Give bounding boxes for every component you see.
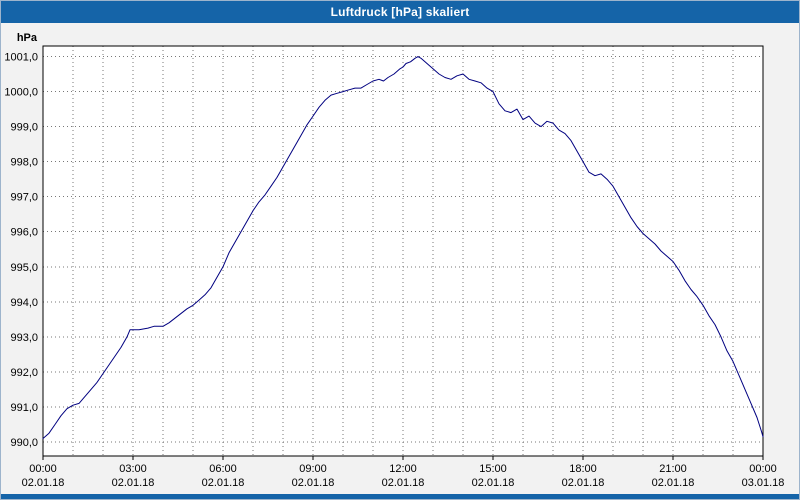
y-tick-label: 992,0: [10, 367, 38, 379]
x-tick-date-label: 02.01.18: [382, 477, 425, 489]
x-tick-time-label: 06:00: [209, 463, 237, 475]
y-tick-label: 994,0: [10, 297, 38, 309]
x-tick-date-label: 02.01.18: [292, 477, 335, 489]
x-tick-time-label: 00:00: [29, 463, 57, 475]
window-title: Luftdruck [hPa] skaliert: [330, 5, 470, 19]
x-tick-time-label: 12:00: [389, 463, 417, 475]
y-tick-label: 1001,0: [4, 52, 38, 64]
window-bottom-border: [1, 494, 799, 499]
pressure-chart-canvas: hPa 1001,0 1000,0 999,0 998,0 997,0 996,0 995,0…: [4, 32, 785, 489]
pressure-line: [42, 56, 764, 439]
y-tick-label: 991,0: [10, 402, 38, 414]
y-tick-label: 996,0: [10, 227, 38, 239]
x-tick-time-label: 21:00: [659, 463, 687, 475]
window-titlebar: Luftdruck [hPa] skaliert: [1, 1, 799, 23]
x-tick-date-label: 02.01.18: [652, 477, 695, 489]
x-tick-date-label: 02.01.18: [202, 477, 245, 489]
x-tick-date-label: 02.01.18: [22, 477, 65, 489]
y-tick-label: 999,0: [10, 122, 38, 134]
x-tick-time-label: 00:00: [749, 463, 777, 475]
x-tick-date-label: 02.01.18: [472, 477, 515, 489]
y-axis-unit-label: hPa: [17, 32, 38, 44]
y-tick-label: 993,0: [10, 332, 38, 344]
y-tick-label: 990,0: [10, 437, 38, 449]
x-tick-date-label: 02.01.18: [562, 477, 605, 489]
y-tick-label: 998,0: [10, 157, 38, 169]
x-tick-time-label: 09:00: [299, 463, 327, 475]
x-tick-time-label: 18:00: [569, 463, 597, 475]
y-tick-label: 997,0: [10, 192, 38, 204]
x-tick-time-label: 03:00: [119, 463, 147, 475]
x-tick-date-label: 03.01.18: [742, 477, 785, 489]
y-tick-label: 1000,0: [4, 87, 38, 99]
x-tick-date-label: 02.01.18: [112, 477, 155, 489]
x-tick-time-label: 15:00: [479, 463, 507, 475]
y-tick-label: 995,0: [10, 262, 38, 274]
